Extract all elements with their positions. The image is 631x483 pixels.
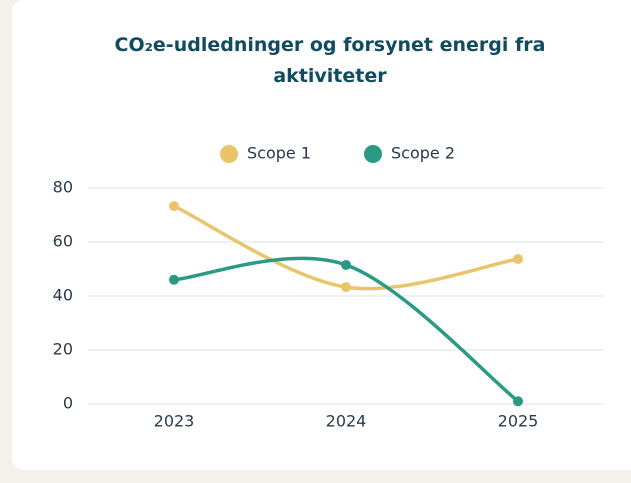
data-point (341, 282, 351, 293)
data-point (169, 274, 179, 285)
data-point (513, 396, 523, 407)
y-tick-label: 0 (63, 394, 73, 413)
x-tick-label: 2025 (498, 412, 539, 431)
y-tick-label: 60 (53, 232, 73, 251)
legend-label: Scope 1 (247, 144, 311, 163)
data-point (513, 254, 523, 265)
legend-swatch (220, 145, 238, 163)
legend-swatch (364, 145, 382, 163)
y-tick-label: 20 (53, 340, 73, 359)
series-line (172, 204, 520, 291)
data-point (169, 201, 179, 212)
x-tick-label: 2023 (154, 412, 195, 431)
series-line (172, 256, 520, 404)
y-tick-label: 40 (53, 286, 73, 305)
data-point (341, 259, 351, 270)
x-tick-label: 2024 (326, 412, 367, 431)
card (12, 0, 631, 470)
chart-title: CO₂e-udledninger og forsynet energi fra … (114, 34, 546, 87)
legend-label: Scope 2 (391, 144, 455, 163)
y-tick-label: 80 (53, 178, 73, 197)
